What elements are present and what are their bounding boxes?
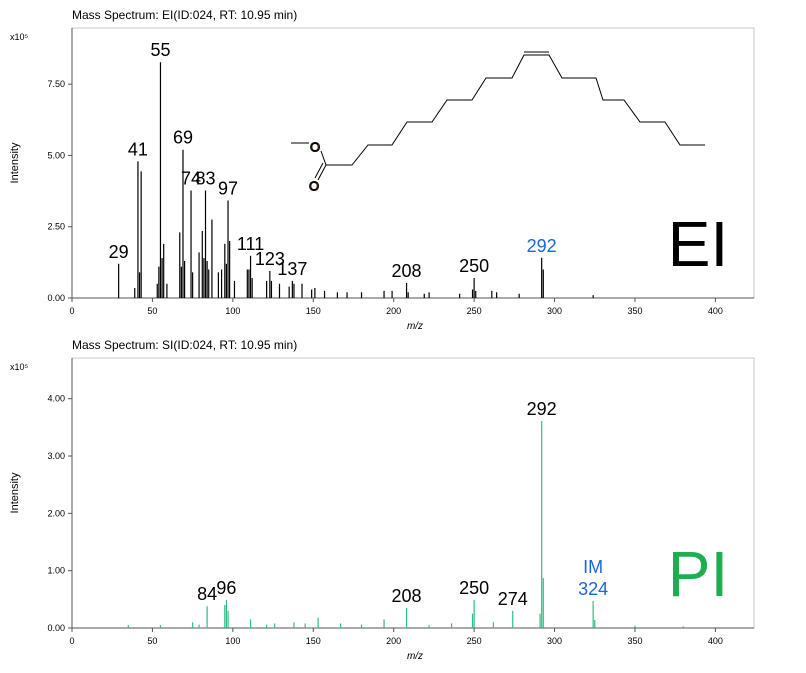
x-tick-label: 300 xyxy=(547,306,562,316)
x-tick-label: 350 xyxy=(627,306,642,316)
x-tick-label: 100 xyxy=(225,306,240,316)
peak-label: 111 xyxy=(237,234,264,254)
peak-label: 208 xyxy=(392,261,422,281)
peak-label: 74 xyxy=(181,169,201,189)
peak-label: 292 xyxy=(527,236,557,256)
peak-label: 250 xyxy=(459,256,489,276)
x-tick-label: 50 xyxy=(147,306,157,316)
x-tick-label: 250 xyxy=(467,306,482,316)
y-multiplier: x10⁵ xyxy=(10,362,29,372)
peak-label: 208 xyxy=(392,586,422,606)
y-tick-label: 2.50 xyxy=(47,222,65,232)
x-tick-label: 400 xyxy=(708,306,723,316)
plot-frame xyxy=(71,27,755,299)
peak-label: 292 xyxy=(527,399,557,419)
x-tick-label: 300 xyxy=(547,636,562,646)
y-tick-label: 0.00 xyxy=(47,623,65,633)
peak-label: 55 xyxy=(150,40,170,60)
svg-text:O: O xyxy=(309,178,319,193)
x-tick-label: 350 xyxy=(627,636,642,646)
peak-label: 41 xyxy=(128,139,148,159)
x-tick-label: 400 xyxy=(708,636,723,646)
y-tick-label: 1.00 xyxy=(47,566,65,576)
y-tick-label: 5.00 xyxy=(47,150,65,160)
y-tick-label: 3.00 xyxy=(47,451,65,461)
y-tick-label: 0.00 xyxy=(47,293,65,303)
ionization-tag: EI xyxy=(668,208,728,280)
peak-label: 96 xyxy=(216,578,236,598)
x-tick-label: 150 xyxy=(306,306,321,316)
peak-label: 274 xyxy=(498,589,528,609)
peak-label: 84 xyxy=(197,584,217,604)
x-tick-label: 200 xyxy=(386,306,401,316)
svg-text:O: O xyxy=(310,139,320,154)
x-tick-label: 50 xyxy=(147,636,157,646)
y-axis-label: Intensity xyxy=(9,142,21,183)
y-tick-label: 2.00 xyxy=(47,508,65,518)
chart-title: Mass Spectrum: SI(ID:024, RT: 10.95 min) xyxy=(72,338,297,352)
peak-label: 69 xyxy=(173,128,193,148)
x-tick-label: 100 xyxy=(225,636,240,646)
x-tick-label: 0 xyxy=(69,636,74,646)
peak-label: 137 xyxy=(277,259,307,279)
peak-label: 324 xyxy=(578,579,608,599)
peak-label: 250 xyxy=(459,578,489,598)
peak-label: 29 xyxy=(109,242,129,262)
molecule-structure: O O xyxy=(291,51,705,194)
x-tick-label: 250 xyxy=(467,636,482,646)
ionization-tag: PI xyxy=(668,538,728,610)
x-axis-label: m/z xyxy=(407,651,423,662)
x-tick-label: 150 xyxy=(306,636,321,646)
chart-title: Mass Spectrum: EI(ID:024, RT: 10.95 min) xyxy=(72,8,297,22)
peak-label: 123 xyxy=(255,249,285,269)
peak-label: 83 xyxy=(195,169,215,189)
y-tick-label: 7.50 xyxy=(47,79,65,89)
x-tick-label: 0 xyxy=(69,306,74,316)
peak-label: 97 xyxy=(218,178,238,198)
y-axis-label: Intensity xyxy=(9,472,21,513)
y-multiplier: x10⁵ xyxy=(10,32,29,42)
x-axis-label: m/z xyxy=(407,321,423,332)
peak-label: IM xyxy=(583,557,603,577)
x-tick-label: 200 xyxy=(386,636,401,646)
y-tick-label: 4.00 xyxy=(47,394,65,404)
